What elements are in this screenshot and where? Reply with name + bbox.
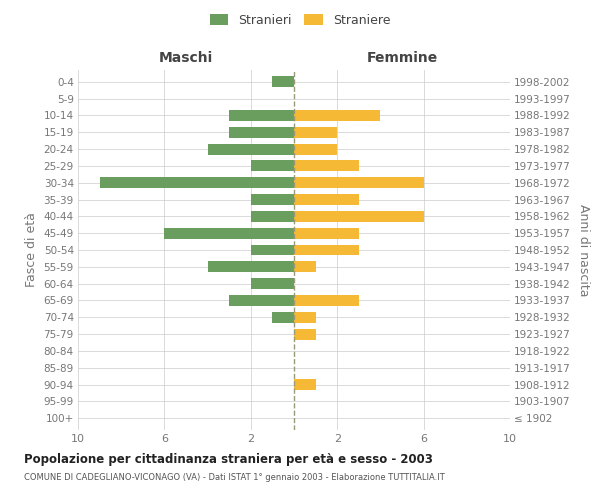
Bar	[294, 295, 359, 306]
Text: Femmine: Femmine	[367, 51, 437, 65]
Bar	[251, 194, 294, 205]
Bar	[294, 379, 316, 390]
Bar	[294, 228, 359, 238]
Text: Maschi: Maschi	[159, 51, 213, 65]
Bar	[208, 144, 294, 154]
Bar	[164, 228, 294, 238]
Bar	[294, 211, 424, 222]
Text: COMUNE DI CADEGLIANO-VICONAGO (VA) - Dati ISTAT 1° gennaio 2003 - Elaborazione T: COMUNE DI CADEGLIANO-VICONAGO (VA) - Dat…	[24, 472, 445, 482]
Bar	[294, 127, 337, 138]
Text: Popolazione per cittadinanza straniera per età e sesso - 2003: Popolazione per cittadinanza straniera p…	[24, 452, 433, 466]
Bar	[294, 312, 316, 323]
Y-axis label: Anni di nascita: Anni di nascita	[577, 204, 590, 296]
Bar	[251, 244, 294, 256]
Bar	[294, 262, 316, 272]
Y-axis label: Fasce di età: Fasce di età	[25, 212, 38, 288]
Bar	[100, 177, 294, 188]
Bar	[229, 127, 294, 138]
Bar	[294, 177, 424, 188]
Bar	[294, 244, 359, 256]
Bar	[294, 144, 337, 154]
Bar	[294, 328, 316, 340]
Legend: Stranieri, Straniere: Stranieri, Straniere	[205, 8, 395, 32]
Bar	[272, 76, 294, 87]
Bar	[294, 194, 359, 205]
Bar	[251, 160, 294, 172]
Bar	[229, 295, 294, 306]
Bar	[272, 312, 294, 323]
Bar	[208, 262, 294, 272]
Bar	[229, 110, 294, 121]
Bar	[294, 110, 380, 121]
Bar	[251, 211, 294, 222]
Bar	[294, 160, 359, 172]
Bar	[251, 278, 294, 289]
